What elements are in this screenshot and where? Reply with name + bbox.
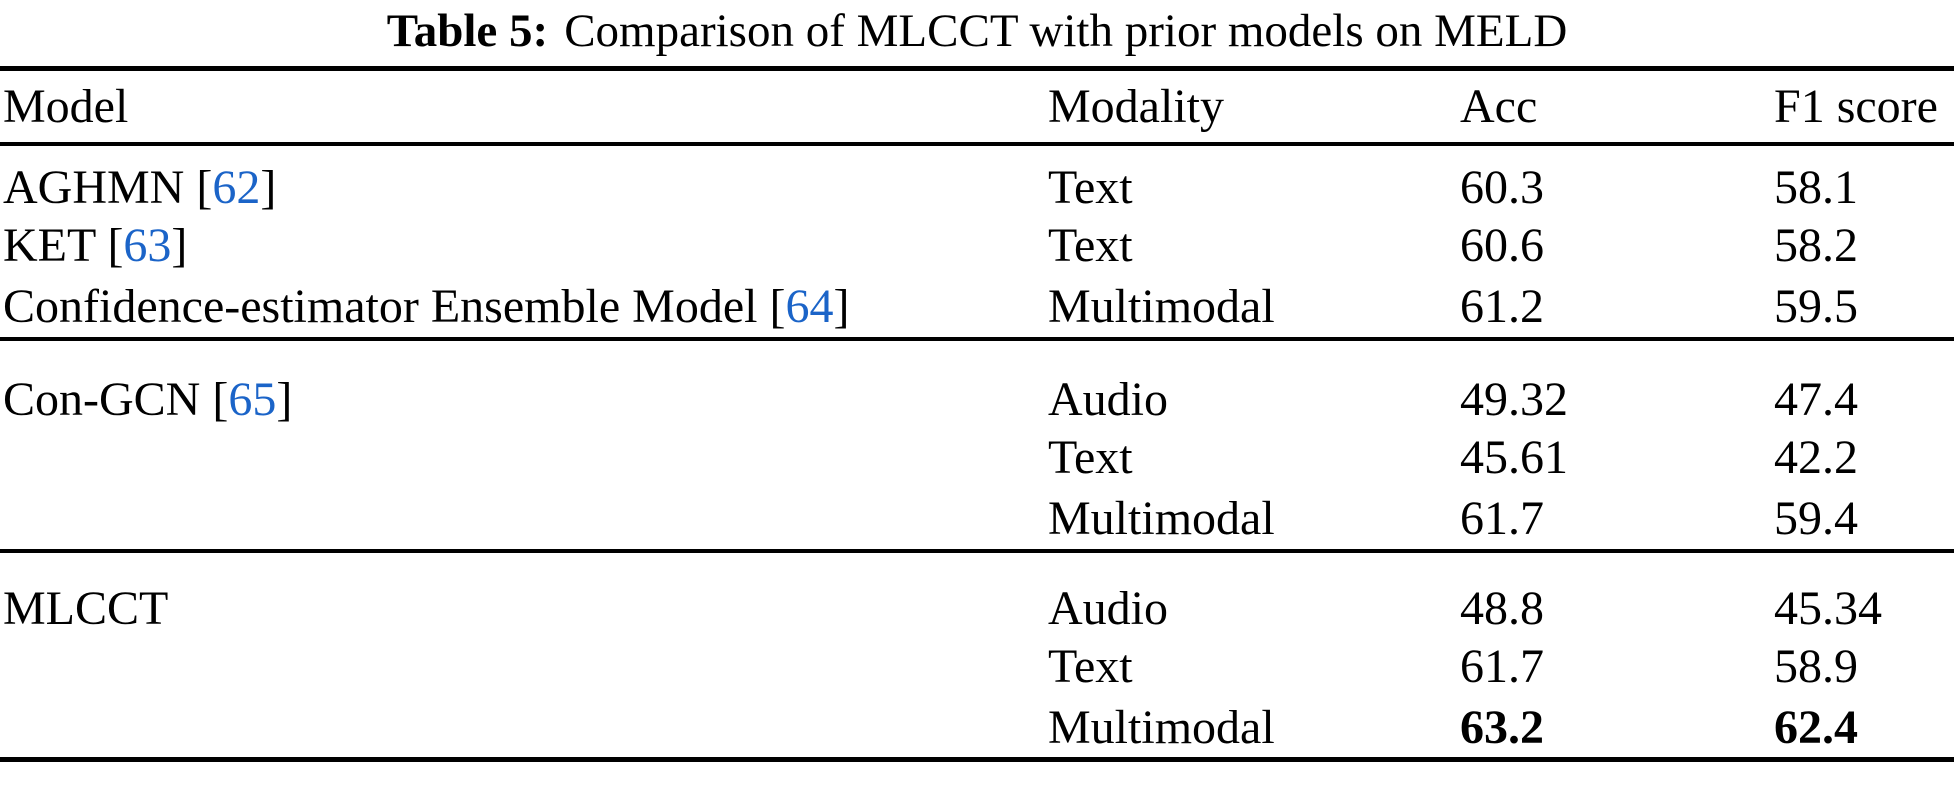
citation-link[interactable]: 64 [785,280,834,333]
model-cell: MLCCT [0,551,1048,636]
modality-cell: Text [1048,640,1133,693]
table-row: Con-GCN [65] Audio 49.32 47.4 [0,339,1954,427]
f1-value-cell: 59.4 [1774,492,1858,545]
model-cell [0,427,1048,489]
table-caption: Table 5: Comparison of MLCCT with prior m… [0,0,1954,66]
table-row: Confidence-estimator Ensemble Model [64]… [0,277,1954,339]
model-cell: Con-GCN [65] [0,339,1048,427]
cite-bracket-open: [ [212,372,229,426]
modality-cell: Text [1048,431,1133,484]
modality-cell: Text [1048,219,1133,272]
f1-value-cell: 45.34 [1774,581,1882,635]
cite-bracket-close: ] [260,160,277,214]
model-cell: AGHMN [62] [0,144,1048,215]
acc-value-cell: 61.7 [1460,640,1544,693]
cite-bracket-open: [ [107,219,124,272]
model-name: KET [3,219,108,272]
model-cell: Confidence-estimator Ensemble Model [64] [0,277,1048,339]
table-row: Multimodal 61.7 59.4 [0,489,1954,551]
column-header-acc: Acc [1460,68,1774,146]
f1-value-cell: 58.1 [1774,160,1858,214]
f1-value-cell: 58.9 [1774,640,1858,693]
table-row: MLCCT Audio 48.8 45.34 [0,551,1954,636]
acc-value-cell: 45.61 [1460,431,1568,484]
acc-value-cell: 60.3 [1460,160,1544,214]
modality-cell: Multimodal [1048,700,1275,754]
modality-cell: Text [1048,160,1133,214]
f1-value-cell: 42.2 [1774,431,1858,484]
cite-bracket-open: [ [769,280,786,333]
table-row: AGHMN [62] Text 60.3 58.1 [0,144,1954,215]
model-name: Con-GCN [3,372,213,426]
model-name: MLCCT [3,581,169,635]
model-name: Confidence-estimator Ensemble Model [3,280,770,333]
table-row: Multimodal 63.2 62.4 [0,698,1954,760]
citation-link[interactable]: 62 [212,160,261,214]
f1-value-cell: 58.2 [1774,219,1858,272]
table-row: Text 61.7 58.9 [0,636,1954,698]
acc-value-cell: 49.32 [1460,372,1568,426]
f1-value-cell: 62.4 [1774,700,1858,754]
table-caption-text: Comparison of MLCCT with prior models on… [564,5,1568,57]
cite-bracket-close: ] [276,372,293,426]
acc-value-cell: 63.2 [1460,700,1544,754]
header-row: Model Modality Acc F1 score [0,68,1954,146]
acc-value-cell: 48.8 [1460,581,1544,635]
column-header-f1: F1 score [1774,68,1954,146]
acc-value-cell: 60.6 [1460,219,1544,272]
cite-bracket-close: ] [171,219,188,272]
modality-cell: Multimodal [1048,280,1275,333]
model-cell [0,636,1048,698]
model-name: AGHMN [3,160,197,214]
column-header-model: Model [0,68,1048,146]
table-caption-label: Table 5: [386,5,549,57]
model-cell [0,489,1048,551]
table-header: Model Modality Acc F1 score [0,68,1954,146]
acc-value-cell: 61.2 [1460,280,1544,333]
table-group-2: Con-GCN [65] Audio 49.32 47.4 Text 45.61 42.2 M… [0,339,1954,551]
acc-value-cell: 61.7 [1460,492,1544,545]
modality-cell: Audio [1048,581,1168,635]
cite-bracket-open: [ [196,160,213,214]
column-header-modality: Modality [1048,68,1460,146]
cite-bracket-close: ] [833,280,850,333]
table-group-3: MLCCT Audio 48.8 45.34 Text 61.7 58.9 Multimoda… [0,551,1954,760]
modality-cell: Multimodal [1048,492,1275,545]
table-row: Text 45.61 42.2 [0,427,1954,489]
modality-cell: Audio [1048,372,1168,426]
table-group-1: AGHMN [62] Text 60.3 58.1 KET [63] Text 60.6 58… [0,144,1954,339]
model-cell [0,698,1048,760]
citation-link[interactable]: 65 [228,372,277,426]
f1-value-cell: 59.5 [1774,280,1858,333]
table-row: KET [63] Text 60.6 58.2 [0,215,1954,277]
results-table: Model Modality Acc F1 score AGHMN [62] Te… [0,66,1954,762]
citation-link[interactable]: 63 [123,219,172,272]
f1-value-cell: 47.4 [1774,372,1858,426]
model-cell: KET [63] [0,215,1048,277]
